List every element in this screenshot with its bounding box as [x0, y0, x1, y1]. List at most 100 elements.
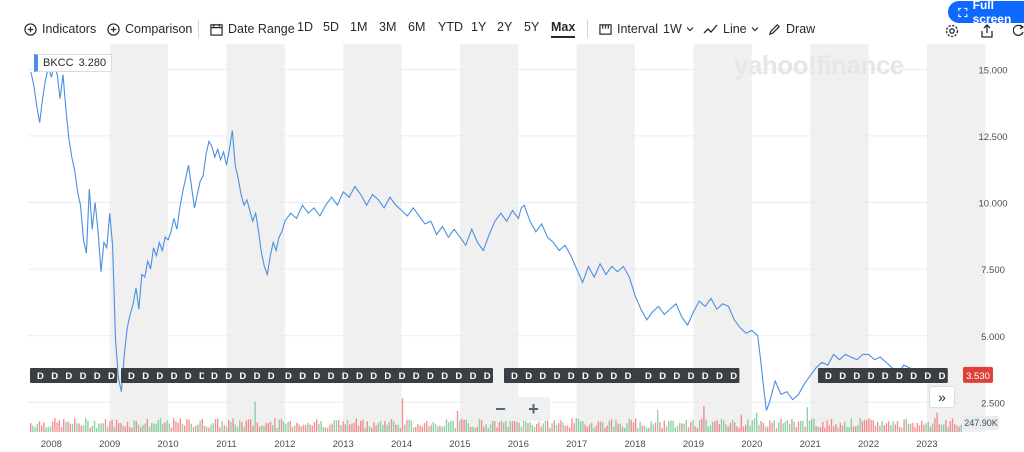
- range-3m-button[interactable]: 3M: [379, 20, 397, 34]
- dividend-marker: D: [108, 371, 115, 382]
- volume-bar: [254, 401, 256, 432]
- volume-bar: [529, 422, 531, 432]
- volume-bar: [718, 424, 720, 432]
- range-5d-button[interactable]: 5D: [323, 20, 339, 34]
- volume-bar: [153, 423, 155, 432]
- volume-bar: [236, 426, 239, 432]
- range-6m-button[interactable]: 6M: [408, 20, 426, 34]
- x-tick-label: 2010: [158, 439, 179, 450]
- volume-bar: [245, 420, 247, 432]
- volume-bar: [173, 418, 175, 432]
- volume-bar: [731, 419, 734, 432]
- range-max-button[interactable]: Max: [551, 20, 576, 38]
- volume-bar: [918, 425, 921, 432]
- volume-bar: [459, 420, 461, 432]
- fullscreen-button[interactable]: Full screen: [948, 0, 1024, 26]
- volume-bar: [247, 419, 250, 432]
- zoom-out-button[interactable]: −: [495, 398, 506, 419]
- volume-bar: [322, 426, 324, 432]
- range-5y-button[interactable]: 5Y: [524, 20, 540, 34]
- volume-bar: [569, 427, 571, 432]
- chart-type-button[interactable]: Line: [703, 20, 765, 38]
- dividend-marker: D: [853, 371, 860, 382]
- dividend-marker: D: [702, 371, 709, 382]
- volume-bar: [652, 424, 654, 432]
- dividend-marker: D: [285, 371, 292, 382]
- volume-bar: [423, 423, 426, 432]
- dividend-marker: D: [868, 371, 875, 382]
- volume-bar: [170, 427, 173, 432]
- volume-bar: [320, 421, 322, 432]
- range-2y-button[interactable]: 2Y: [497, 20, 513, 34]
- dividend-marker: D: [596, 371, 603, 382]
- reset-icon[interactable]: [1013, 24, 1024, 38]
- x-tick-label: 2018: [625, 439, 646, 450]
- volume-bar: [329, 424, 331, 432]
- zoom-in-button[interactable]: +: [528, 398, 539, 419]
- volume-tag-box: [963, 416, 999, 430]
- volume-bar: [452, 420, 454, 432]
- volume-bar: [520, 426, 522, 432]
- volume-bar: [643, 425, 646, 432]
- volume-bar: [131, 427, 133, 432]
- volume-bar: [474, 427, 476, 432]
- volume-bar: [720, 418, 723, 432]
- volume-bar: [104, 419, 107, 432]
- range-ytd-button[interactable]: YTD: [438, 20, 463, 34]
- x-tick-label: 2014: [391, 439, 412, 450]
- volume-bar: [632, 422, 635, 432]
- volume-bar: [745, 424, 747, 432]
- range-1d-button[interactable]: 1D: [297, 20, 313, 34]
- volume-bar: [857, 425, 859, 432]
- price-tag-label: 3.530: [966, 371, 990, 382]
- volume-bar: [901, 427, 903, 432]
- volume-bar: [470, 427, 472, 432]
- range-1m-button[interactable]: 1M: [350, 20, 368, 34]
- interval-button[interactable]: Interval 1W: [599, 20, 700, 38]
- volume-bar: [742, 426, 745, 432]
- volume-bar: [927, 421, 929, 432]
- volume-bar: [635, 418, 637, 432]
- volume-bar: [188, 419, 190, 432]
- volume-bar: [159, 418, 162, 432]
- x-tick-label: 2008: [41, 439, 62, 450]
- volume-bar: [408, 419, 410, 432]
- volume-bar: [375, 425, 377, 432]
- volume-bar: [309, 424, 311, 432]
- volume-bar: [300, 426, 302, 432]
- date-range-button[interactable]: Date Range: [210, 20, 295, 38]
- volume-bar: [382, 424, 384, 432]
- volume-bar: [736, 426, 738, 432]
- volume-bar: [384, 420, 386, 432]
- volume-bar: [351, 423, 353, 432]
- x-tick-label: 2021: [800, 439, 821, 450]
- volume-bar: [624, 427, 626, 432]
- y-tick-label: 5.000: [981, 332, 1005, 343]
- volume-bar: [773, 420, 775, 432]
- volume-bar: [549, 427, 551, 432]
- volume-bar: [503, 422, 505, 432]
- volume-bar: [712, 421, 714, 432]
- year-band: [459, 44, 519, 432]
- volume-bar: [630, 419, 632, 432]
- range-1y-button[interactable]: 1Y: [471, 20, 487, 34]
- draw-button[interactable]: Draw: [768, 20, 815, 38]
- dividend-marker: D: [384, 371, 391, 382]
- comparison-button[interactable]: Comparison: [107, 20, 192, 38]
- volume-bar: [34, 427, 36, 432]
- volume-bar: [608, 420, 610, 432]
- gear-icon[interactable]: [945, 24, 959, 38]
- volume-bar: [925, 423, 927, 432]
- volume-bar: [428, 426, 430, 432]
- volume-bar: [890, 425, 892, 432]
- volume-bar: [896, 421, 899, 432]
- scroll-forward-button[interactable]: »: [929, 386, 955, 408]
- share-icon[interactable]: [980, 24, 994, 38]
- dividend-marker: D: [568, 371, 575, 382]
- volume-bar: [610, 419, 613, 432]
- volume-bar: [949, 420, 951, 432]
- volume-bar: [683, 423, 685, 432]
- volume-bar: [681, 423, 683, 432]
- indicators-button[interactable]: Indicators: [24, 20, 96, 38]
